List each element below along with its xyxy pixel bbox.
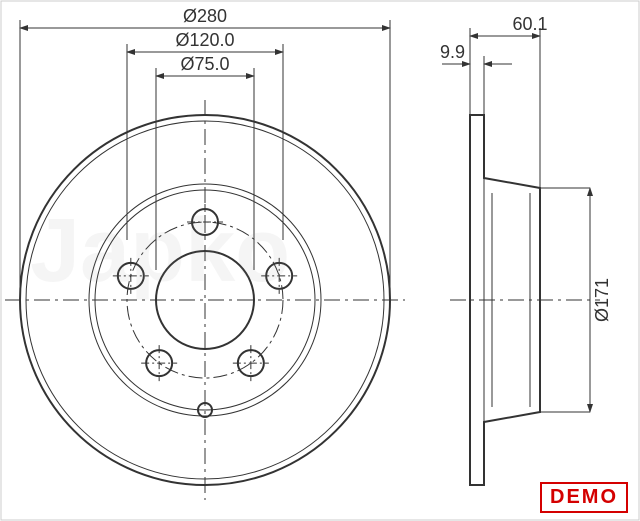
demo-stamp: DEMO — [540, 482, 628, 513]
svg-text:60.1: 60.1 — [512, 14, 547, 34]
svg-text:Ø75.0: Ø75.0 — [180, 54, 229, 74]
svg-text:Ø280: Ø280 — [183, 6, 227, 26]
svg-text:Ø171: Ø171 — [592, 278, 612, 322]
demo-label: DEMO — [550, 486, 618, 508]
svg-text:9.9: 9.9 — [440, 42, 465, 62]
svg-text:Ø120.0: Ø120.0 — [175, 30, 234, 50]
